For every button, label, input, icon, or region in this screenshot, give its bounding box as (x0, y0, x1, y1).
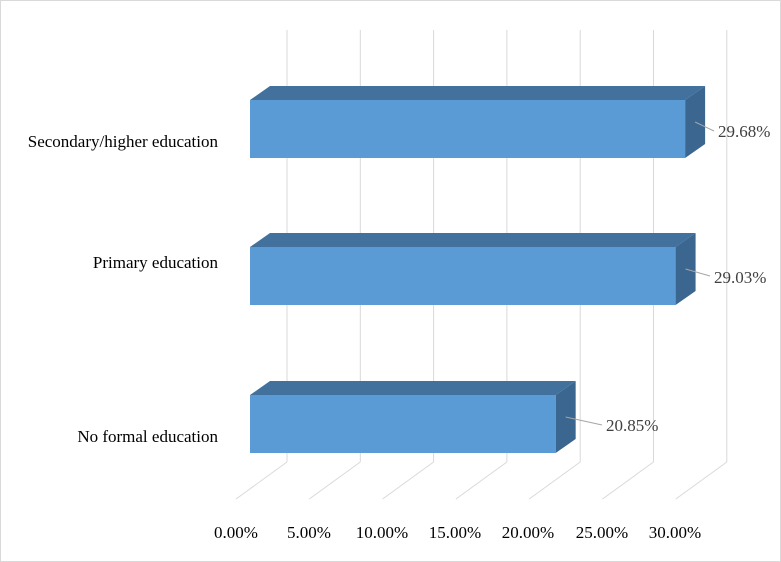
bar-top-face (250, 381, 576, 395)
category-label: No formal education (77, 427, 218, 446)
category-label: Secondary/higher education (28, 132, 219, 151)
bars (250, 86, 715, 453)
x-tick-label: 15.00% (429, 523, 481, 542)
x-tick-label: 25.00% (576, 523, 628, 542)
data-label: 29.68% (718, 122, 770, 141)
x-tick-label: 5.00% (287, 523, 331, 542)
floor-gridline (382, 461, 434, 500)
floor-gridline (309, 461, 361, 500)
leader-line (685, 268, 711, 277)
x-tick-label: 10.00% (356, 523, 408, 542)
data-label: 29.03% (714, 268, 766, 287)
bar-top-face (250, 86, 706, 100)
x-tick-label: 30.00% (649, 523, 701, 542)
bar (250, 233, 696, 305)
x-tick-label: 0.00% (214, 523, 258, 542)
x-tick-label: 20.00% (502, 523, 554, 542)
leader-line (694, 121, 715, 132)
bar-front-face (250, 247, 676, 305)
floor-gridline (455, 461, 508, 500)
bar-front-face (250, 100, 686, 158)
floor-gridline (528, 461, 581, 500)
category-label: Primary education (93, 253, 219, 272)
bar (250, 381, 576, 453)
leader-line (565, 416, 603, 426)
data-label: 20.85% (606, 416, 658, 435)
floor-gridline (235, 461, 288, 500)
bar (250, 86, 706, 158)
floor-gridline (675, 461, 728, 500)
labels: Secondary/higher education Primary educa… (28, 122, 771, 542)
bar-front-face (250, 395, 556, 453)
floor-gridline (602, 461, 654, 500)
bar-top-face (250, 233, 696, 247)
